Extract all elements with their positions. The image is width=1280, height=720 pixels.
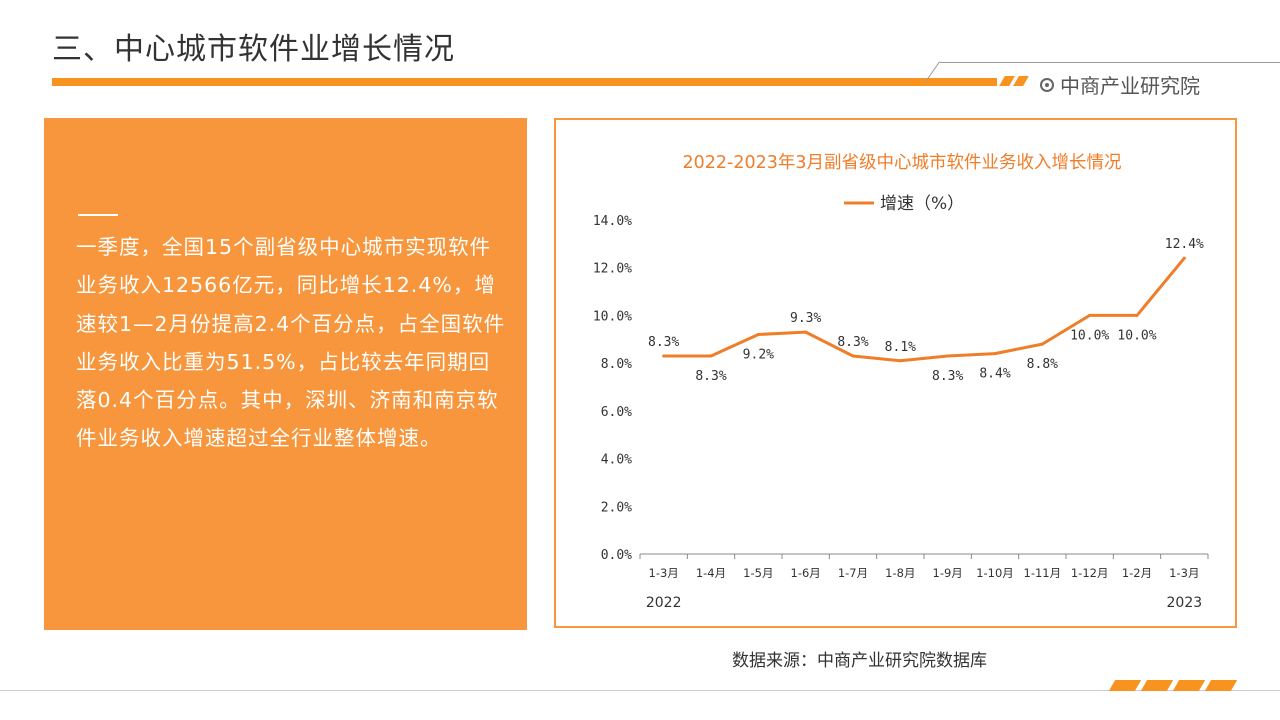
chart-title: 2022-2023年3月副省级中心城市软件业务收入增长情况 [682, 153, 1121, 173]
data-point [662, 354, 666, 358]
x-tick-label: 1-7月 [838, 566, 868, 580]
data-point [898, 359, 902, 363]
footer-divider [0, 690, 1280, 691]
brand-logo: 中商产业研究院 [1040, 70, 1200, 99]
data-label: 9.3% [790, 311, 821, 326]
data-point [993, 352, 997, 356]
data-point [1088, 313, 1092, 317]
data-label: 8.3% [695, 369, 726, 384]
data-point [709, 354, 713, 358]
legend-label: 增速（%） [880, 194, 964, 214]
x-tick-label: 1-12月 [1071, 566, 1109, 580]
x-tick-label: 1-4月 [696, 566, 726, 580]
x-tick-label: 1-9月 [933, 566, 963, 580]
data-label: 8.3% [837, 335, 868, 350]
data-label: 8.3% [648, 335, 679, 350]
y-tick-label: 2.0% [601, 500, 632, 515]
chart-marks: 8.3% 8.3% 9.2% 9.3% 8.3% 8.1% 8.3% 8.4% 8.8% 10.0… [648, 237, 1204, 384]
x-group-label: 2023 [1167, 595, 1203, 611]
data-label: 9.2% [743, 348, 774, 363]
summary-panel: 一季度，全国15个副省级中心城市实现软件业务收入12566亿元，同比增长12.4… [44, 118, 527, 630]
data-point [1040, 342, 1044, 346]
y-tick-label: 8.0% [601, 357, 632, 372]
data-label: 12.4% [1165, 237, 1204, 252]
x-tick-label: 1-3月 [1169, 566, 1199, 580]
x-tick-label: 1-6月 [791, 566, 821, 580]
data-label: 10.0% [1070, 328, 1109, 343]
data-point [1182, 256, 1186, 260]
data-source: 数据来源：中商产业研究院数据库 [732, 651, 987, 671]
x-tick-label: 1-10月 [976, 566, 1014, 580]
data-label: 8.3% [932, 369, 963, 384]
x-tick-label: 1-5月 [743, 566, 773, 580]
brand-logo-text: 中商产业研究院 [1060, 74, 1200, 98]
y-tick-label: 6.0% [601, 405, 632, 420]
data-point [804, 330, 808, 334]
x-tick-label: 1-2月 [1122, 566, 1152, 580]
chart-axes: 0.0% 2.0% 4.0% 6.0% 8.0% 10.0% 12.0% 14.0% 1-3月 1… [593, 214, 1209, 611]
data-label: 8.1% [885, 340, 916, 355]
y-tick-label: 12.0% [593, 262, 632, 277]
x-tick-label: 1-8月 [885, 566, 915, 580]
line-chart: 2022-2023年3月副省级中心城市软件业务收入增长情况 增速（%） 0.0%… [593, 153, 1209, 611]
y-tick-label: 4.0% [601, 453, 632, 468]
x-tick-label: 1-3月 [649, 566, 679, 580]
y-tick-label: 14.0% [593, 214, 632, 229]
x-tick-label: 1-11月 [1024, 566, 1062, 580]
data-point [851, 354, 855, 358]
x-group-label: 2022 [646, 595, 682, 611]
brand-logo-icon [1040, 77, 1054, 92]
y-tick-label: 10.0% [593, 309, 632, 324]
data-label: 10.0% [1117, 328, 1156, 343]
summary-text: 一季度，全国15个副省级中心城市实现软件业务收入12566亿元，同比增长12.4… [76, 235, 506, 451]
header-stripes [999, 76, 1032, 88]
header-divider [940, 62, 1280, 63]
data-point [946, 354, 950, 358]
data-point [1135, 313, 1139, 317]
chart-container: 2022-2023年3月副省级中心城市软件业务收入增长情况 增速（%） 0.0%… [554, 118, 1237, 628]
title-underline [52, 78, 997, 86]
data-point [756, 333, 760, 337]
page-title: 三、中心城市软件业增长情况 [52, 32, 455, 67]
data-label: 8.4% [979, 367, 1010, 382]
footer-stripes [1108, 680, 1242, 692]
y-tick-label: 0.0% [601, 548, 632, 563]
panel-dash [78, 214, 118, 216]
series-line [663, 257, 1186, 363]
data-label: 8.8% [1027, 357, 1058, 372]
